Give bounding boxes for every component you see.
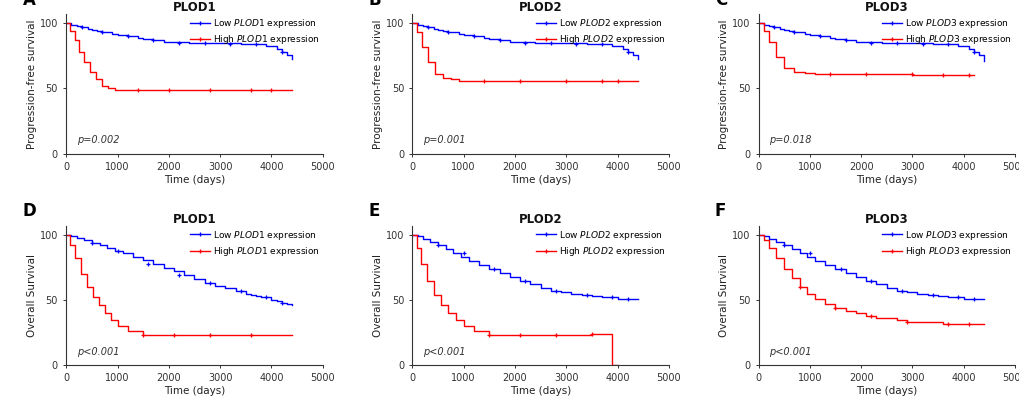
Legend: Low $\mathit{PLOD1}$ expression, High $\mathit{PLOD1}$ expression: Low $\mathit{PLOD1}$ expression, High $\… (189, 16, 321, 47)
Title: PLOD1: PLOD1 (172, 1, 216, 14)
Title: PLOD3: PLOD3 (864, 213, 908, 226)
Legend: Low $\mathit{PLOD3}$ expression, High $\mathit{PLOD3}$ expression: Low $\mathit{PLOD3}$ expression, High $\… (880, 16, 1012, 47)
Text: E: E (369, 202, 380, 220)
Text: p<0.001: p<0.001 (76, 347, 119, 357)
Text: p=0.002: p=0.002 (76, 135, 119, 145)
Title: PLOD3: PLOD3 (864, 1, 908, 14)
Y-axis label: Progression-free survival: Progression-free survival (373, 19, 382, 149)
Text: p=0.001: p=0.001 (422, 135, 465, 145)
Y-axis label: Progression-free survival: Progression-free survival (718, 19, 729, 149)
Y-axis label: Overall Survival: Overall Survival (718, 254, 729, 337)
X-axis label: Time (days): Time (days) (164, 386, 225, 396)
Title: PLOD1: PLOD1 (172, 213, 216, 226)
Y-axis label: Overall Survival: Overall Survival (373, 254, 382, 337)
X-axis label: Time (days): Time (days) (855, 175, 916, 185)
Y-axis label: Progression-free survival: Progression-free survival (26, 19, 37, 149)
X-axis label: Time (days): Time (days) (510, 175, 571, 185)
Legend: Low $\mathit{PLOD3}$ expression, High $\mathit{PLOD3}$ expression: Low $\mathit{PLOD3}$ expression, High $\… (880, 228, 1012, 259)
Title: PLOD2: PLOD2 (519, 1, 561, 14)
Legend: Low $\mathit{PLOD1}$ expression, High $\mathit{PLOD1}$ expression: Low $\mathit{PLOD1}$ expression, High $\… (189, 228, 321, 259)
Legend: Low $\mathit{PLOD2}$ expression, High $\mathit{PLOD2}$ expression: Low $\mathit{PLOD2}$ expression, High $\… (534, 16, 666, 47)
Y-axis label: Overall Survival: Overall Survival (26, 254, 37, 337)
X-axis label: Time (days): Time (days) (164, 175, 225, 185)
Text: p=0.018: p=0.018 (768, 135, 810, 145)
Text: D: D (22, 202, 37, 220)
Text: p<0.001: p<0.001 (768, 347, 810, 357)
Text: C: C (714, 0, 727, 9)
X-axis label: Time (days): Time (days) (855, 386, 916, 396)
Title: PLOD2: PLOD2 (519, 213, 561, 226)
Text: F: F (714, 202, 726, 220)
Text: B: B (369, 0, 381, 9)
X-axis label: Time (days): Time (days) (510, 386, 571, 396)
Text: A: A (22, 0, 36, 9)
Text: p<0.001: p<0.001 (422, 347, 465, 357)
Legend: Low $\mathit{PLOD2}$ expression, High $\mathit{PLOD2}$ expression: Low $\mathit{PLOD2}$ expression, High $\… (534, 228, 666, 259)
